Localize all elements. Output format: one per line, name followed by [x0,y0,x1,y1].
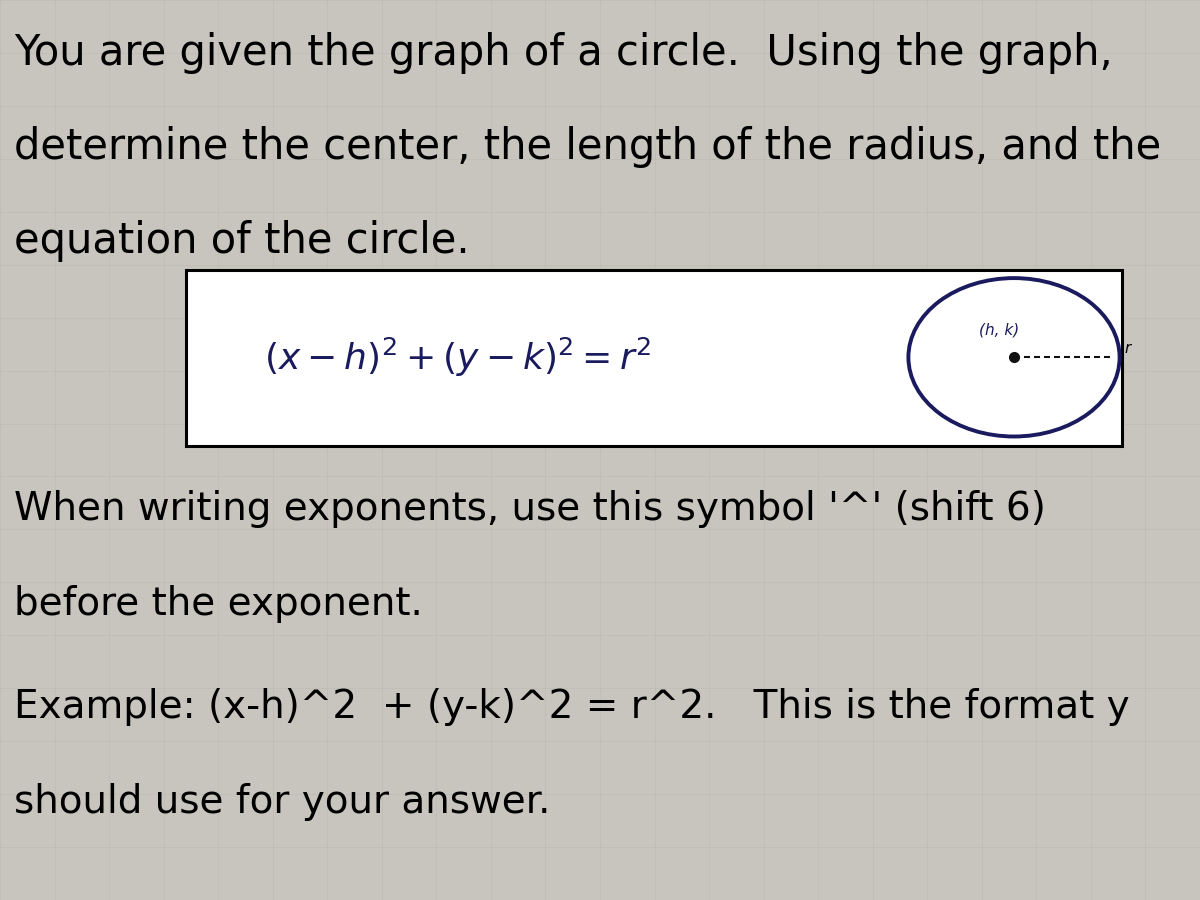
Text: should use for your answer.: should use for your answer. [14,783,551,821]
FancyBboxPatch shape [186,270,1122,446]
Text: r: r [1124,341,1132,356]
Text: determine the center, the length of the radius, and the: determine the center, the length of the … [14,126,1162,168]
Text: $(x - h)^2 + (y - k)^2 = r^2$: $(x - h)^2 + (y - k)^2 = r^2$ [264,336,652,379]
Text: before the exponent.: before the exponent. [14,585,424,623]
Text: When writing exponents, use this symbol '^' (shift 6): When writing exponents, use this symbol … [14,491,1046,528]
Text: You are given the graph of a circle.  Using the graph,: You are given the graph of a circle. Usi… [14,32,1114,74]
Text: (h, k): (h, k) [979,322,1020,338]
Circle shape [908,278,1120,436]
Text: equation of the circle.: equation of the circle. [14,220,470,263]
Text: Example: (x-h)^2  + (y-k)^2 = r^2.   This is the format y: Example: (x-h)^2 + (y-k)^2 = r^2. This i… [14,688,1130,726]
